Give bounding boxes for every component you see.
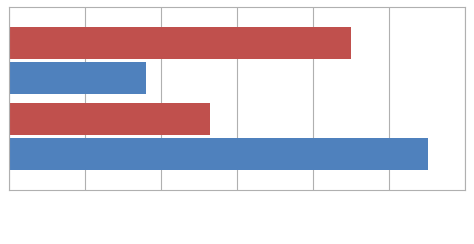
Bar	[9, 138, 428, 171]
Bar	[9, 62, 146, 94]
Bar	[9, 103, 210, 135]
Bar	[9, 27, 351, 59]
